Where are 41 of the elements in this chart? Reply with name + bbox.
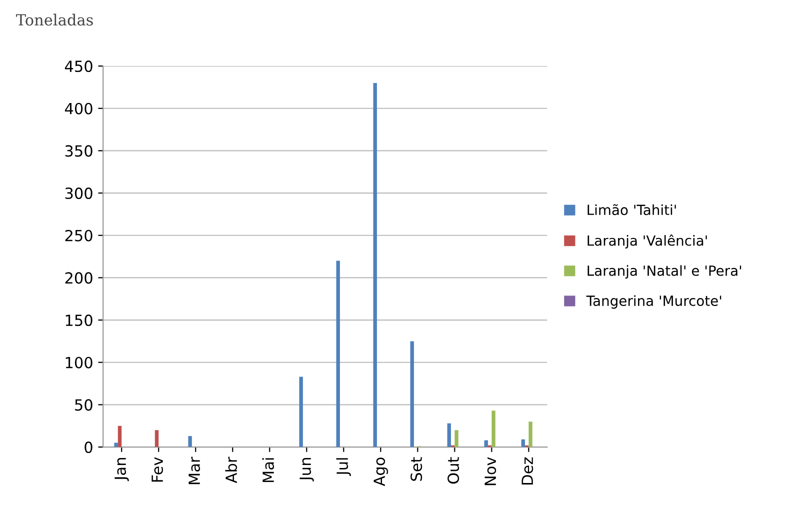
y-tick-label: 200: [65, 272, 92, 284]
x-tick-label: Jan: [114, 458, 129, 482]
bar: [188, 436, 192, 448]
y-tick-label: 300: [65, 188, 92, 200]
x-tick-label: Set: [410, 457, 422, 481]
y-tick-label: 0: [84, 442, 92, 454]
bar: [373, 82, 377, 448]
x-tick-label: Abr: [225, 456, 238, 484]
y-tick-label: 450: [64, 60, 92, 72]
x-tick-label: Fev: [152, 457, 164, 482]
y-tick-label: 250: [65, 230, 92, 242]
y-tick-label: 150: [66, 314, 92, 326]
bar: [447, 423, 451, 448]
x-tick-label: Dez: [522, 457, 534, 484]
x-tick-label: Out: [448, 457, 460, 484]
legend-label: Laranja 'Natal' e 'Pera': [588, 265, 742, 279]
bar: [454, 430, 458, 448]
bar: [521, 439, 525, 448]
bar: [118, 426, 122, 448]
x-tick-label: Ago: [374, 458, 388, 486]
bar: [492, 410, 496, 448]
y-tick-label: 50: [75, 399, 92, 411]
y-tick-label: 350: [65, 145, 92, 157]
bar: [299, 376, 303, 448]
legend-label: Laranja 'Valência': [588, 234, 707, 248]
legend-label: Tangerina 'Murcote': [586, 295, 722, 309]
x-tick-label: Jun: [300, 458, 314, 482]
x-tick-label: Mar: [188, 456, 200, 484]
bar: [410, 341, 414, 448]
legend-label: Limão 'Tahiti': [588, 204, 676, 216]
bar: [528, 422, 532, 448]
y-tick-label: 100: [66, 356, 92, 368]
bar: [484, 440, 488, 448]
x-tick-label: Mai: [262, 458, 274, 482]
y-axis-title: Toneladas: [16, 14, 93, 26]
x-tick-label: Nov: [484, 457, 496, 486]
bar: [336, 260, 340, 448]
y-tick-label: 400: [64, 102, 92, 114]
bar: [154, 430, 159, 448]
bar: [114, 442, 118, 448]
x-tick-label: Jul: [336, 458, 351, 476]
